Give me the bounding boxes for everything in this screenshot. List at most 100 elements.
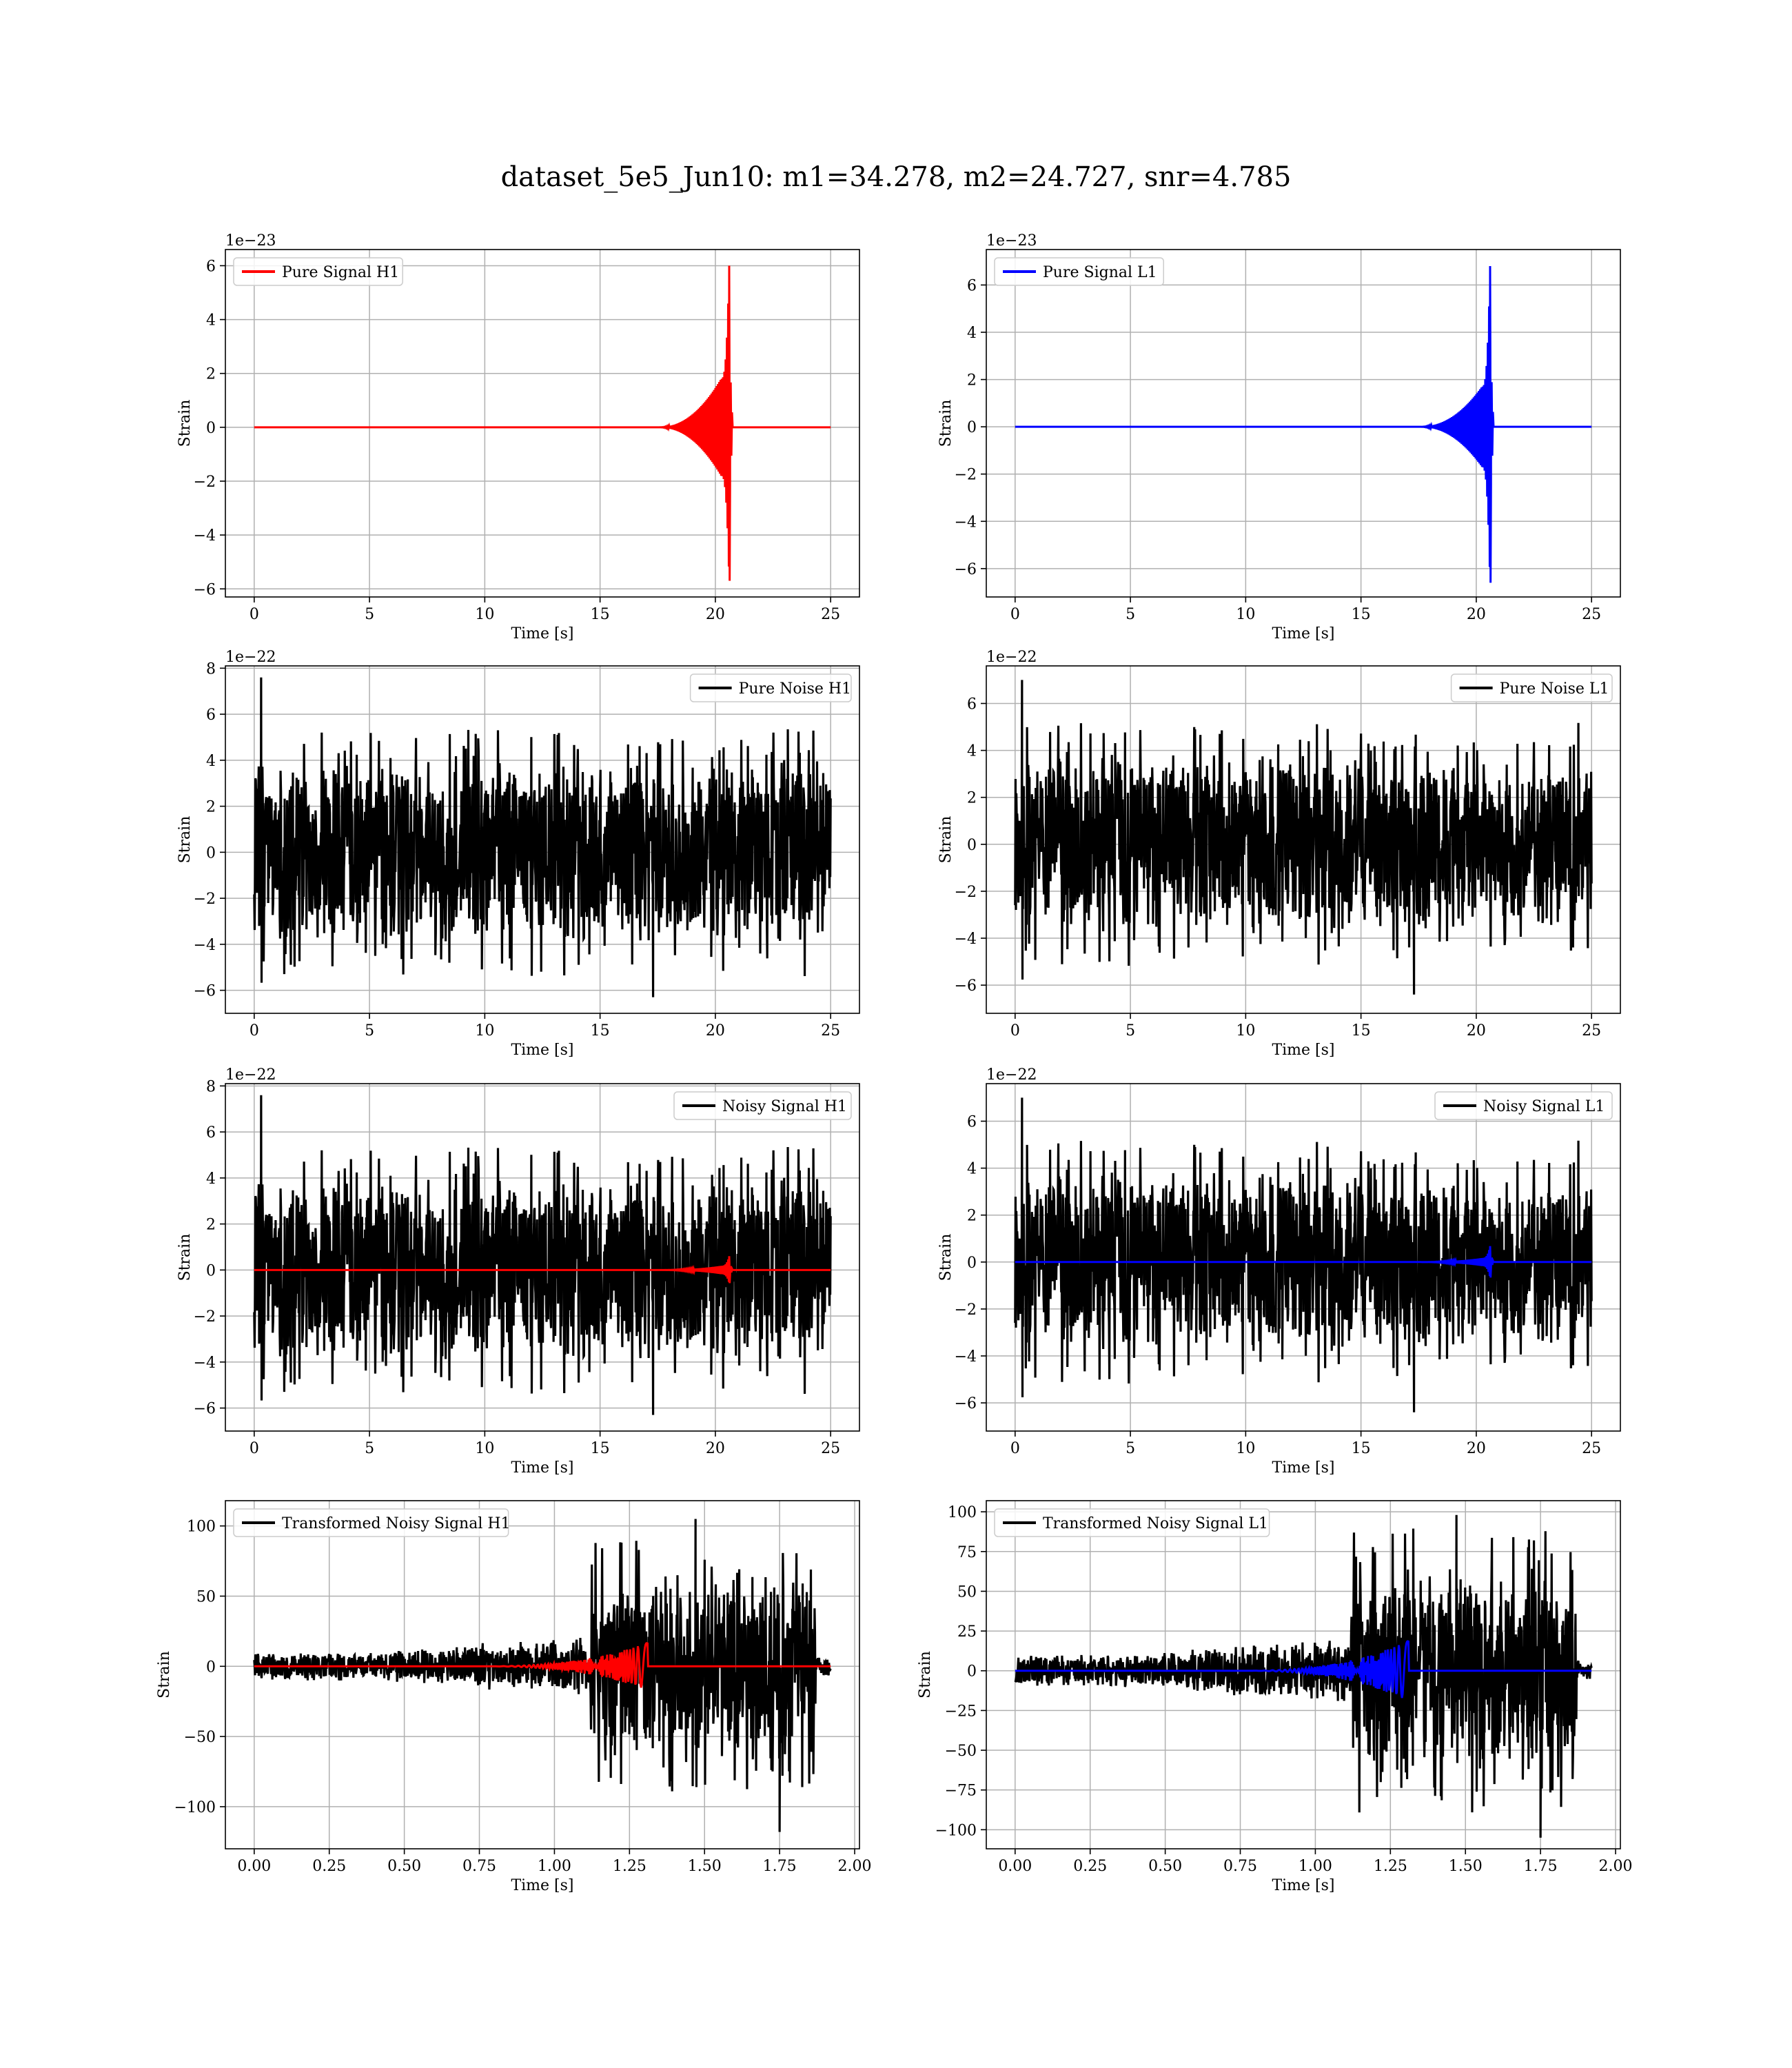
x-tick-label: 25 bbox=[821, 1440, 840, 1457]
y-axis-label: Strain bbox=[937, 816, 955, 864]
x-tick-label: 1.75 bbox=[1524, 1858, 1558, 1875]
figure-title: dataset_5e5_Jun10: m1=34.278, m2=24.727,… bbox=[501, 161, 1292, 193]
x-axis-label: Time [s] bbox=[511, 625, 573, 642]
legend-label: Pure Noise L1 bbox=[1500, 680, 1609, 698]
series-noisy-signal-l1-overlay-1 bbox=[1015, 1246, 1592, 1278]
x-tick-label: 2.00 bbox=[838, 1858, 872, 1875]
x-tick-label: 20 bbox=[1467, 1440, 1486, 1457]
y-tick-label: 2 bbox=[967, 790, 977, 807]
x-tick-label: 25 bbox=[1582, 1440, 1601, 1457]
legend-box bbox=[233, 1508, 509, 1537]
y-offset-label: 1e−22 bbox=[225, 649, 276, 666]
legend-box bbox=[1450, 673, 1613, 702]
x-axis-label: Time [s] bbox=[1272, 1042, 1334, 1059]
x-tick-label: 1.25 bbox=[1374, 1858, 1407, 1875]
legend: Transformed Noisy Signal L1 bbox=[994, 1508, 1270, 1537]
y-axis-label: Strain bbox=[156, 1651, 173, 1699]
x-tick-label: 15 bbox=[1352, 1440, 1371, 1457]
series-noisy-signal-h1-overlay-1 bbox=[254, 1256, 831, 1284]
x-tick-label: 5 bbox=[1126, 1440, 1135, 1457]
y-tick-label: 0 bbox=[967, 1663, 977, 1681]
y-tick-label: −4 bbox=[955, 1348, 977, 1366]
legend: Pure Noise L1 bbox=[1450, 673, 1613, 702]
series-transformed-noisy-signal-l1 bbox=[1014, 1514, 1593, 1838]
x-tick-label: 0 bbox=[250, 606, 259, 623]
y-tick-label: −6 bbox=[194, 983, 216, 1000]
legend-box bbox=[233, 257, 403, 286]
legend: Pure Signal L1 bbox=[994, 257, 1164, 286]
series-group bbox=[253, 1095, 832, 1415]
y-tick-label: 4 bbox=[206, 312, 216, 330]
x-tick-label: 20 bbox=[1467, 606, 1486, 623]
series-group bbox=[1015, 265, 1592, 583]
y-tick-label: 2 bbox=[206, 366, 216, 383]
legend-label: Transformed Noisy Signal H1 bbox=[282, 1515, 511, 1532]
axes-frame bbox=[986, 1500, 1621, 1849]
x-tick-label: 0 bbox=[1010, 606, 1020, 623]
y-tick-label: −2 bbox=[194, 474, 216, 491]
x-tick-label: 5 bbox=[1126, 1022, 1135, 1040]
chart-pure-noise-l1: 0 5 10 15 20 25 −6 −4 −2 0 2 4 6 Time [s] Strain 1e−22 P… bbox=[937, 649, 1621, 1059]
x-tick-label: 1.00 bbox=[1299, 1858, 1332, 1875]
y-tick-label: −100 bbox=[935, 1822, 977, 1839]
y-tick-label: 2 bbox=[206, 1217, 216, 1234]
x-axis-label: Time [s] bbox=[1272, 1877, 1334, 1894]
y-tick-label: 0 bbox=[967, 419, 977, 436]
y-tick-label: 100 bbox=[948, 1504, 977, 1521]
y-tick-label: −2 bbox=[955, 884, 977, 901]
y-tick-label: −2 bbox=[955, 1301, 977, 1319]
series-group bbox=[254, 265, 831, 581]
x-tick-label: 10 bbox=[1236, 606, 1255, 623]
y-axis-label: Strain bbox=[937, 400, 955, 447]
y-tick-label: 0 bbox=[206, 1262, 216, 1279]
y-tick-label: 6 bbox=[206, 258, 216, 275]
y-tick-label: 4 bbox=[967, 325, 977, 342]
y-tick-label: 6 bbox=[967, 1113, 977, 1131]
y-tick-label: −2 bbox=[194, 1308, 216, 1326]
y-tick-label: 100 bbox=[187, 1519, 216, 1536]
axes-frame bbox=[225, 1500, 860, 1849]
y-tick-label: 0 bbox=[206, 420, 216, 437]
x-tick-label: 15 bbox=[591, 1440, 610, 1457]
y-tick-label: −4 bbox=[955, 931, 977, 948]
y-tick-label: −6 bbox=[955, 977, 977, 995]
y-tick-label: −75 bbox=[945, 1783, 977, 1800]
y-tick-label: 75 bbox=[957, 1544, 977, 1561]
chart-pure-noise-h1: 0 5 10 15 20 25 −6 −4 −2 0 2 4 6 8 Time [s] Strain 1e−22… bbox=[176, 649, 860, 1059]
x-tick-label: 15 bbox=[591, 1022, 610, 1040]
x-tick-label: 20 bbox=[1467, 1022, 1486, 1040]
x-tick-label: 15 bbox=[591, 606, 610, 623]
x-tick-label: 15 bbox=[1352, 1022, 1371, 1040]
series-pure-noise-l1 bbox=[1014, 680, 1593, 995]
x-tick-label: 2.00 bbox=[1599, 1858, 1633, 1875]
x-tick-label: 1.00 bbox=[538, 1858, 571, 1875]
series-group bbox=[1014, 1097, 1593, 1412]
y-tick-label: −2 bbox=[955, 467, 977, 484]
y-axis-label: Strain bbox=[937, 1234, 955, 1281]
x-tick-label: 1.75 bbox=[763, 1858, 797, 1875]
series-group bbox=[253, 1519, 832, 1832]
y-offset-label: 1e−23 bbox=[225, 232, 276, 250]
y-tick-label: 6 bbox=[967, 696, 977, 713]
series-group bbox=[1014, 1514, 1593, 1838]
x-axis-label: Time [s] bbox=[1272, 625, 1334, 642]
series-group bbox=[253, 677, 832, 997]
y-offset-label: 1e−23 bbox=[986, 232, 1037, 250]
legend-label: Noisy Signal H1 bbox=[722, 1098, 847, 1115]
x-tick-label: 1.50 bbox=[688, 1858, 722, 1875]
y-tick-label: 6 bbox=[967, 277, 977, 294]
y-tick-label: 50 bbox=[957, 1583, 977, 1601]
x-axis-label: Time [s] bbox=[511, 1042, 573, 1059]
y-tick-label: −50 bbox=[184, 1729, 216, 1746]
legend-label: Pure Signal H1 bbox=[282, 264, 399, 281]
x-tick-label: 0.50 bbox=[387, 1858, 421, 1875]
chart-transformed-noisy-signal-l1: 0.00 0.25 0.50 0.75 1.00 1.25 1.50 1.75 2.00 −100… bbox=[917, 1500, 1633, 1894]
x-tick-label: 0 bbox=[1010, 1440, 1020, 1457]
y-offset-label: 1e−22 bbox=[986, 649, 1037, 666]
x-tick-label: 25 bbox=[1582, 606, 1601, 623]
y-tick-label: 8 bbox=[206, 660, 216, 678]
x-tick-label: 10 bbox=[475, 1440, 494, 1457]
y-tick-label: −4 bbox=[194, 1355, 216, 1372]
x-tick-label: 0 bbox=[250, 1440, 259, 1457]
x-tick-label: 20 bbox=[706, 1440, 725, 1457]
